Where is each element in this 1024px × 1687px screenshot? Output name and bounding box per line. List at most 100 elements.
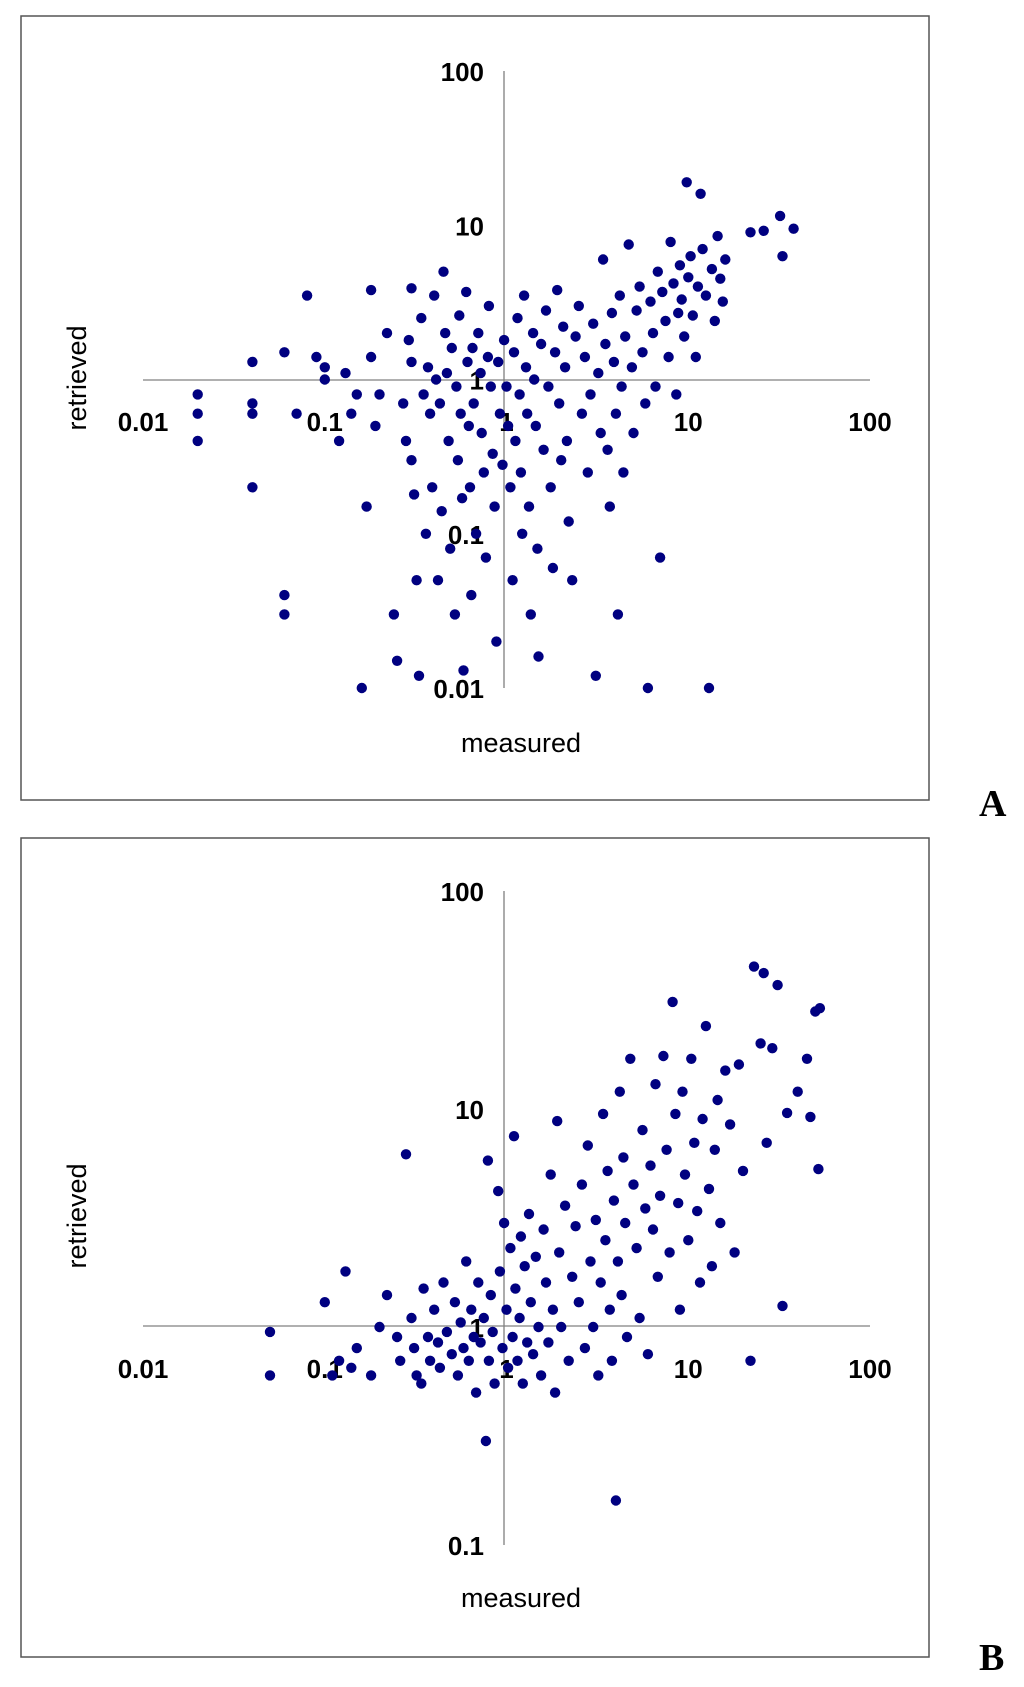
panel-a-data-point	[547, 562, 559, 574]
panel-b-data-point	[554, 1247, 565, 1258]
panel-b-data-point	[588, 1321, 599, 1333]
panel-a-data-point	[370, 420, 381, 432]
panel-b-data-point	[559, 1200, 571, 1211]
panel-b-data-point	[527, 1349, 539, 1360]
panel-a-data-point	[319, 362, 330, 373]
panel-a-data-point	[483, 300, 495, 312]
panel-a-data-point	[527, 327, 539, 339]
panel-a-data-point	[579, 351, 591, 363]
panel-b-data-point	[709, 1144, 720, 1156]
panel-a-data-point	[449, 609, 461, 620]
panel-b-data-point	[748, 961, 760, 972]
panel-a-points	[192, 177, 799, 694]
panel-b-data-point	[545, 1169, 556, 1180]
panel-b-data-point	[781, 1107, 793, 1119]
panel-a-data-point	[576, 408, 588, 419]
panel-a-data-point	[478, 467, 489, 478]
panel-b-data-point	[673, 1197, 684, 1209]
panel-a-data-point	[604, 501, 615, 512]
panel-b-data-point	[264, 1370, 276, 1381]
panel-b-data-point	[522, 1337, 533, 1348]
panel-b-data-point	[449, 1297, 461, 1308]
panel-b-data-point	[767, 1043, 778, 1054]
panel-b-data-point	[658, 1050, 669, 1062]
panel-b-data-point	[514, 1312, 525, 1324]
panel-a-data-point	[406, 356, 417, 368]
panel-b-data-point	[319, 1297, 330, 1308]
panel-a-data-point	[618, 467, 629, 478]
panel-a-data-point	[681, 177, 692, 188]
panel-b-data-point	[706, 1261, 718, 1272]
panel-b-data-point	[652, 1271, 663, 1283]
panel-a-data-point	[612, 609, 624, 620]
panel-a-data-point	[508, 347, 520, 358]
panel-b-data-point	[408, 1342, 420, 1354]
panel-a-data-point	[690, 351, 701, 363]
panel-a-data-point	[512, 312, 523, 324]
panel-b-data-point	[608, 1195, 620, 1206]
panel-b-data-point	[697, 1113, 708, 1125]
panel-b-data-point	[679, 1169, 691, 1180]
panel-b-data-point	[792, 1086, 803, 1097]
panel-b-data-point	[814, 1003, 826, 1014]
panel-b-data-point	[813, 1163, 824, 1175]
panel-b-data-point	[374, 1321, 385, 1333]
panel-b-data-point	[418, 1283, 429, 1294]
panel-a-data-point	[192, 408, 203, 419]
panel-a-data-point	[351, 389, 362, 400]
panel-b-data-point	[340, 1266, 351, 1277]
panel-a-data-point	[429, 290, 440, 301]
panel-a-data-point	[628, 427, 639, 439]
panel-a-data-point	[458, 665, 469, 676]
panel-b-data-point	[429, 1304, 440, 1315]
panel-b-data-point	[664, 1247, 675, 1258]
panel-a-data-point	[640, 398, 651, 409]
panel-b-data-point	[381, 1289, 393, 1301]
panel-a-data-point	[279, 609, 290, 620]
panel-a-data-point	[545, 482, 556, 493]
panel-b-data-point	[620, 1217, 631, 1229]
panel-b-data-point	[667, 996, 678, 1008]
panel-b-data-point	[712, 1094, 723, 1106]
panel-a-data-point	[520, 362, 532, 373]
panel-a-data-point	[462, 356, 473, 368]
panel-a-data-point	[291, 408, 302, 419]
panel-b-data-point	[694, 1277, 706, 1288]
panel-b-data-point	[497, 1342, 508, 1354]
panel-b-data-point	[674, 1304, 686, 1315]
panel-b-data-point	[683, 1235, 694, 1246]
panel-a-x-axis-label: measured	[461, 728, 581, 758]
panel-a-data-point	[388, 609, 400, 620]
panel-a-data-point	[538, 444, 549, 455]
panel-b-data-point	[654, 1190, 666, 1202]
panel-b-data-point	[535, 1370, 547, 1381]
panel-a-data-point	[455, 408, 466, 419]
panel-b-data-point	[446, 1349, 457, 1360]
panel-a-data-point	[301, 290, 313, 301]
panel-a-x-tick-4: 100	[848, 407, 891, 437]
panel-b-data-point	[805, 1111, 816, 1123]
panel-a-data-point	[652, 266, 663, 277]
panel-a-data-point	[616, 381, 627, 392]
panel-b-data-point	[729, 1247, 740, 1258]
panel-a-data-point	[311, 351, 322, 363]
panel-b-data-point	[634, 1312, 645, 1324]
panel-b-data-point	[264, 1326, 276, 1338]
panel-a-data-point	[510, 435, 521, 447]
panel-a-data-point	[346, 408, 357, 419]
panel-b-data-point	[494, 1266, 506, 1277]
panel-b-data-point	[395, 1355, 406, 1367]
panel-a-data-point	[593, 367, 604, 379]
panel-b-data-point	[614, 1086, 625, 1097]
panel-b-data-point	[661, 1144, 672, 1156]
panel-b-data-point	[452, 1370, 464, 1381]
panel-a-data-point	[340, 367, 351, 379]
panel-a-data-point	[559, 362, 571, 373]
panel-b-data-point	[411, 1370, 422, 1381]
panel-b-data-point	[507, 1331, 518, 1343]
panel-b-data-point	[625, 1053, 636, 1065]
panel-b-data-point	[480, 1435, 492, 1447]
panel-a-data-point	[247, 482, 258, 493]
panel-a-data-point	[497, 459, 508, 470]
